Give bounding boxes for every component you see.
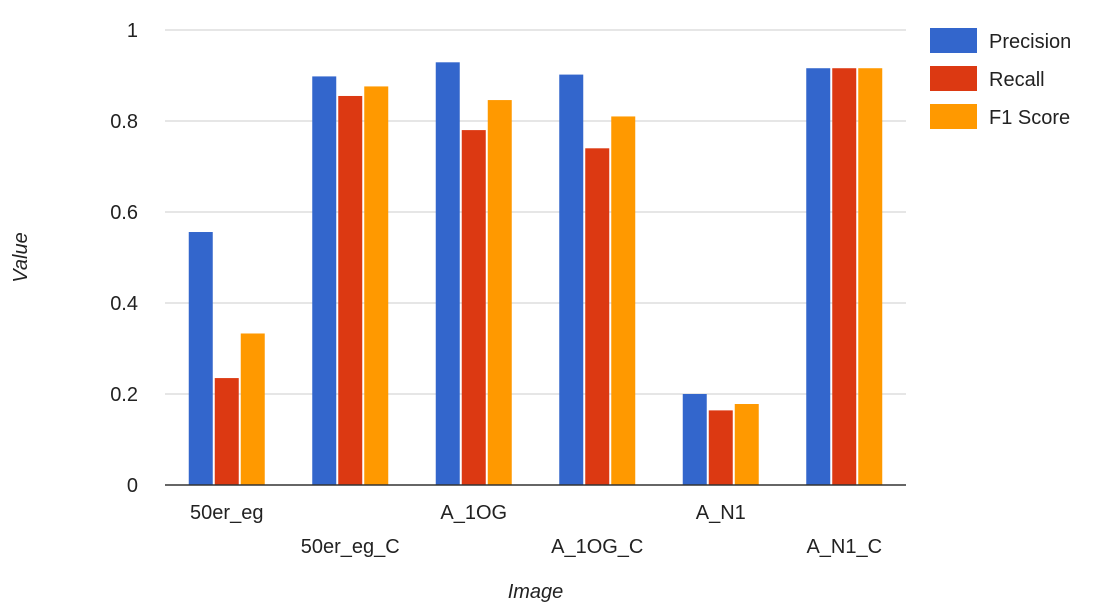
- y-axis-title: Value: [10, 232, 32, 282]
- y-tick-label: 0: [127, 475, 138, 497]
- bar-f1-score-50er_eg: [240, 333, 265, 485]
- bar-recall-50er_eg: [214, 378, 239, 485]
- legend-swatch: [930, 66, 977, 91]
- bar-f1-score-a_n1_c: [858, 68, 883, 485]
- bar-recall-a_1og: [461, 130, 486, 485]
- legend-swatch: [930, 28, 977, 53]
- legend-label: Precision: [989, 31, 1071, 53]
- y-tick-labels: 0 0.2 0.4 0.6 0.8 1: [110, 20, 138, 497]
- x-axis-title: Image: [508, 581, 564, 603]
- bar-recall-50er_eg_c: [338, 95, 363, 485]
- bar-precision-a_n1: [682, 394, 707, 485]
- x-category-label: 50er_eg: [190, 502, 263, 524]
- y-tick-label: 1: [127, 20, 138, 42]
- bar-precision-50er_eg: [188, 232, 213, 485]
- bar-precision-50er_eg_c: [312, 76, 337, 485]
- legend-label: F1 Score: [989, 107, 1070, 129]
- bar-f1-score-a_n1: [734, 404, 759, 485]
- y-tick-label: 0.2: [110, 384, 138, 406]
- bar-f1-score-a_1og_c: [611, 116, 636, 485]
- legend-label: Recall: [989, 69, 1045, 91]
- bar-f1-score-a_1og: [487, 100, 512, 485]
- x-category-label: A_N1_C: [806, 536, 882, 558]
- legend-swatch: [930, 104, 977, 129]
- bar-f1-score-50er_eg_c: [364, 86, 389, 486]
- x-category-label: A_1OG: [440, 502, 507, 524]
- bar-recall-a_n1: [708, 410, 733, 485]
- x-category-label: A_N1: [696, 502, 746, 524]
- bar-precision-a_1og: [435, 62, 460, 486]
- gridlines: [165, 29, 906, 395]
- x-category-labels: 50er_eg 50er_eg_C A_1OG A_1OG_C A_N1 A_N1_C: [190, 502, 882, 558]
- legend: Precision Recall F1 Score: [930, 28, 1071, 129]
- bar-precision-a_n1_c: [806, 68, 831, 485]
- y-tick-label: 0.8: [110, 111, 138, 133]
- bar-precision-a_1og_c: [559, 74, 584, 485]
- y-tick-label: 0.6: [110, 202, 138, 224]
- bars: [188, 62, 883, 486]
- x-category-label: A_1OG_C: [551, 536, 643, 558]
- y-tick-label: 0.4: [110, 293, 138, 315]
- bar-recall-a_n1_c: [832, 68, 857, 485]
- bar-recall-a_1og_c: [585, 148, 610, 486]
- x-category-label: 50er_eg_C: [301, 536, 400, 558]
